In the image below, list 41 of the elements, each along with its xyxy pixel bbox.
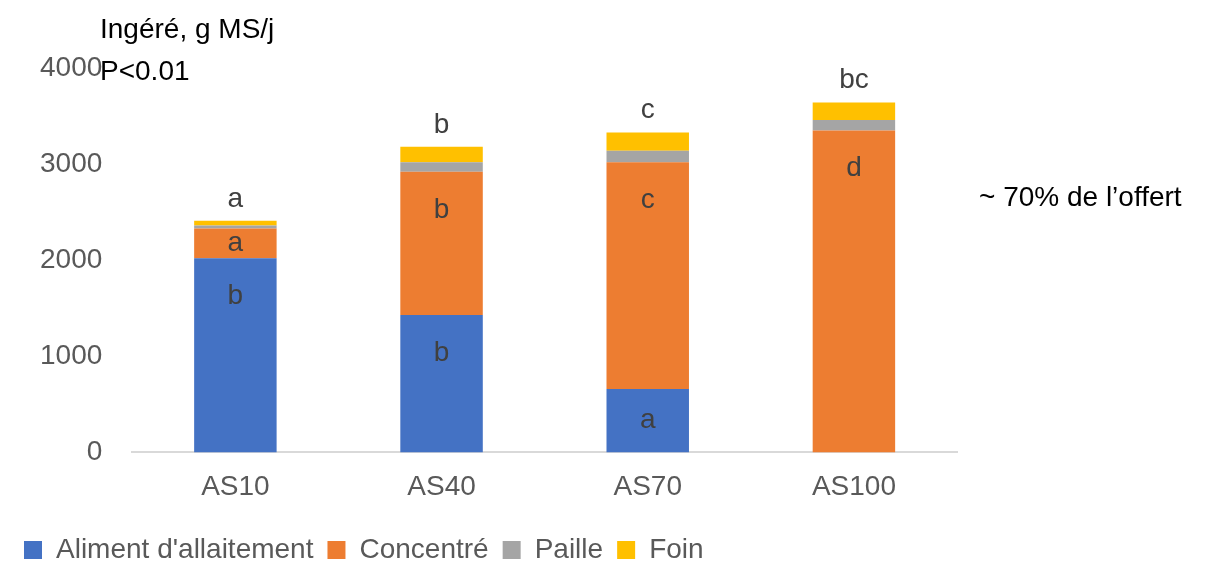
y-tick-label: 0 — [86, 435, 103, 467]
chart-subtitle: P<0.01 — [100, 54, 190, 86]
data-label: b — [433, 192, 450, 224]
bar — [606, 150, 689, 163]
y-tick-label: 2000 — [39, 242, 103, 274]
bar — [812, 102, 896, 120]
x-tick-label: AS10 — [201, 469, 270, 501]
bar — [606, 388, 689, 453]
legend-label: Foin — [649, 532, 704, 564]
x-tick-label: AS70 — [613, 469, 682, 501]
bar — [812, 130, 896, 453]
bar — [400, 162, 483, 172]
bar — [194, 220, 277, 226]
y-tick-label: 3000 — [39, 146, 103, 178]
total-label: bc — [839, 63, 869, 95]
bar — [194, 258, 277, 453]
data-label: a — [639, 403, 656, 435]
legend-label: Concentré — [359, 532, 489, 564]
bar — [606, 162, 689, 389]
total-label: b — [433, 107, 450, 139]
data-label: b — [433, 335, 450, 367]
bar — [194, 228, 277, 259]
total-label: a — [227, 181, 244, 213]
x-tick-label: AS100 — [811, 469, 896, 501]
y-tick-label: 4000 — [39, 50, 103, 82]
bar — [812, 119, 896, 131]
legend-label: Paille — [534, 532, 604, 564]
bar — [400, 171, 483, 315]
data-label: a — [227, 226, 244, 258]
bar — [400, 146, 483, 163]
y-tick-label: 1000 — [39, 339, 103, 371]
data-label: d — [846, 151, 862, 183]
data-label: c — [640, 182, 655, 214]
bar — [400, 314, 483, 453]
text: ~ 70% de l’offert — [979, 180, 1182, 212]
data-label: b — [227, 279, 244, 310]
y-axis-title: Ingéré, g MS/j — [100, 12, 275, 44]
total-label: c — [640, 93, 655, 125]
x-tick-label: AS40 — [407, 469, 476, 501]
bar — [606, 132, 689, 151]
legend-label: Aliment d'allaitement — [56, 532, 314, 564]
